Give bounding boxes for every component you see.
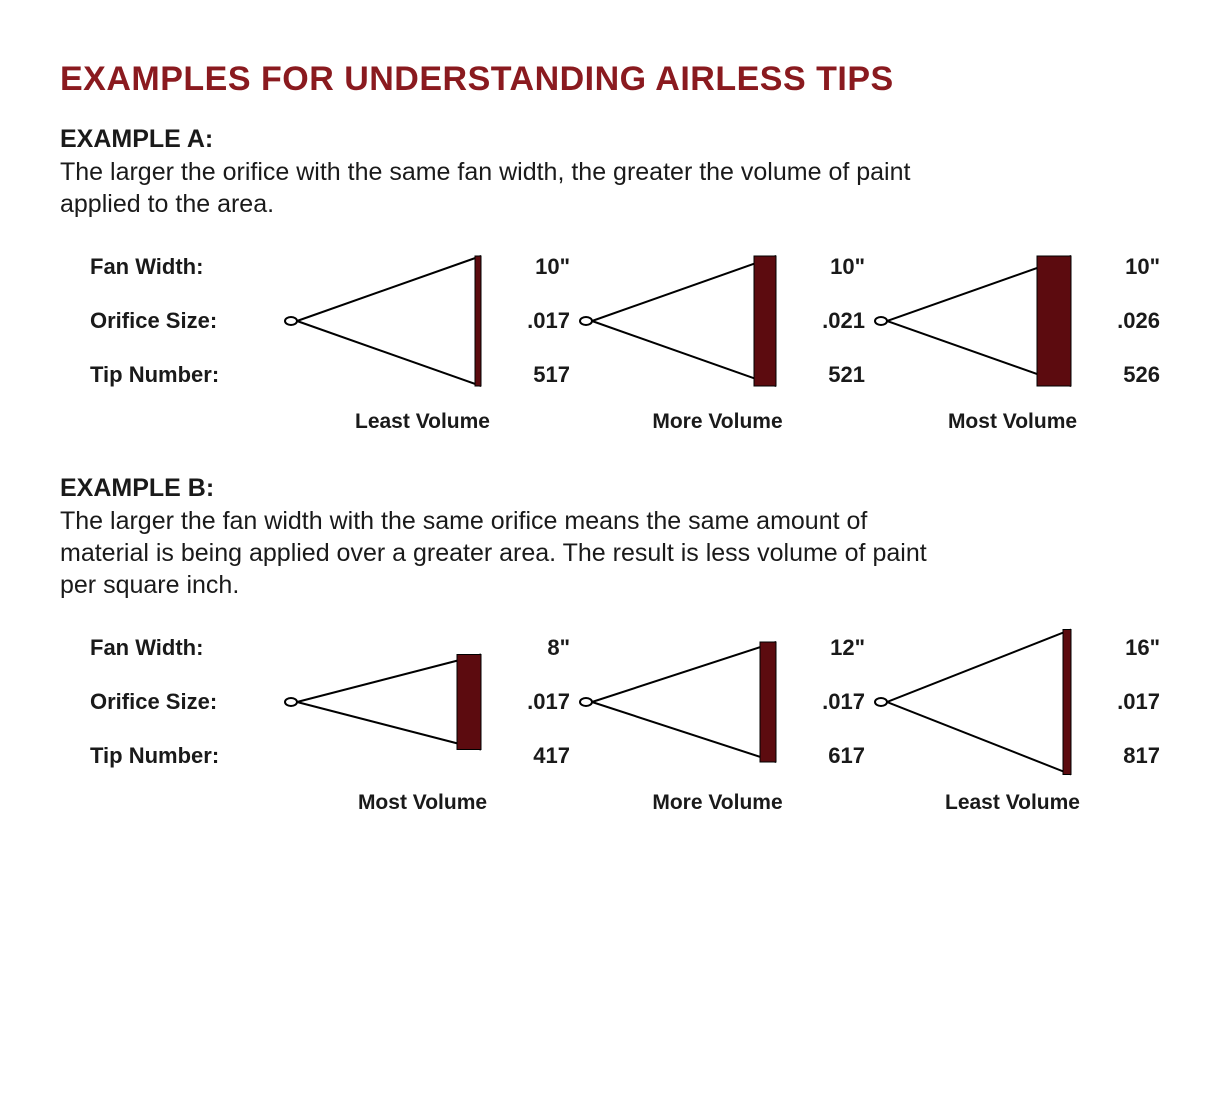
value-tip: 617	[795, 745, 865, 767]
value-fan-width: 10"	[500, 256, 570, 278]
value-tip: 521	[795, 364, 865, 386]
cone-svg	[570, 246, 795, 396]
row-labels: Fan Width: Orifice Size: Tip Number:	[60, 627, 275, 777]
cone-a-0	[275, 246, 500, 396]
cone-b-2	[865, 627, 1090, 777]
cone-svg	[570, 627, 795, 777]
label-fan-width: Fan Width:	[90, 637, 275, 659]
cone-a-2	[865, 246, 1090, 396]
spacer	[60, 791, 275, 815]
value-fan-width: 12"	[795, 637, 865, 659]
value-tip: 517	[500, 364, 570, 386]
value-fan-width: 10"	[1090, 256, 1160, 278]
example-a-row: Fan Width: Orifice Size: Tip Number: 10"…	[60, 246, 1147, 396]
caption-a-2: Most Volume	[865, 410, 1160, 434]
cone-a-1	[570, 246, 795, 396]
example-a-captions: Least Volume More Volume Most Volume	[60, 410, 1147, 434]
value-fan-width: 8"	[500, 637, 570, 659]
value-orifice: .017	[795, 691, 865, 713]
value-tip: 817	[1090, 745, 1160, 767]
values-b-0: 8" .017 417	[500, 627, 570, 777]
cone-svg	[275, 627, 500, 777]
label-orifice-size: Orifice Size:	[90, 691, 275, 713]
example-b-heading: EXAMPLE B:	[60, 474, 1147, 503]
cone-b-1	[570, 627, 795, 777]
cone-svg	[865, 627, 1090, 777]
value-fan-width: 10"	[795, 256, 865, 278]
values-a-2: 10" .026 526	[1090, 246, 1160, 396]
value-orifice: .021	[795, 310, 865, 332]
cone-svg	[275, 246, 500, 396]
example-b-section: EXAMPLE B: The larger the fan width with…	[60, 474, 1147, 815]
example-a-section: EXAMPLE A: The larger the orifice with t…	[60, 125, 1147, 434]
spacer	[60, 410, 275, 434]
value-orifice: .017	[1090, 691, 1160, 713]
example-a-heading: EXAMPLE A:	[60, 125, 1147, 154]
cone-svg	[865, 246, 1090, 396]
label-orifice-size: Orifice Size:	[90, 310, 275, 332]
label-tip-number: Tip Number:	[90, 364, 275, 386]
value-orifice: .017	[500, 691, 570, 713]
label-tip-number: Tip Number:	[90, 745, 275, 767]
value-tip: 417	[500, 745, 570, 767]
values-a-1: 10" .021 521	[795, 246, 865, 396]
caption-b-0: Most Volume	[275, 791, 570, 815]
value-orifice: .026	[1090, 310, 1160, 332]
values-a-0: 10" .017 517	[500, 246, 570, 396]
page-title: EXAMPLES FOR UNDERSTANDING AIRLESS TIPS	[60, 60, 1147, 99]
example-b-captions: Most Volume More Volume Least Volume	[60, 791, 1147, 815]
label-fan-width: Fan Width:	[90, 256, 275, 278]
value-tip: 526	[1090, 364, 1160, 386]
value-orifice: .017	[500, 310, 570, 332]
caption-b-2: Least Volume	[865, 791, 1160, 815]
caption-b-1: More Volume	[570, 791, 865, 815]
value-fan-width: 16"	[1090, 637, 1160, 659]
values-b-1: 12" .017 617	[795, 627, 865, 777]
caption-a-1: More Volume	[570, 410, 865, 434]
example-a-description: The larger the orifice with the same fan…	[60, 156, 960, 220]
cone-b-0	[275, 627, 500, 777]
example-b-description: The larger the fan width with the same o…	[60, 505, 960, 601]
values-b-2: 16" .017 817	[1090, 627, 1160, 777]
caption-a-0: Least Volume	[275, 410, 570, 434]
example-b-row: Fan Width: Orifice Size: Tip Number: 8" …	[60, 627, 1147, 777]
row-labels: Fan Width: Orifice Size: Tip Number:	[60, 246, 275, 396]
